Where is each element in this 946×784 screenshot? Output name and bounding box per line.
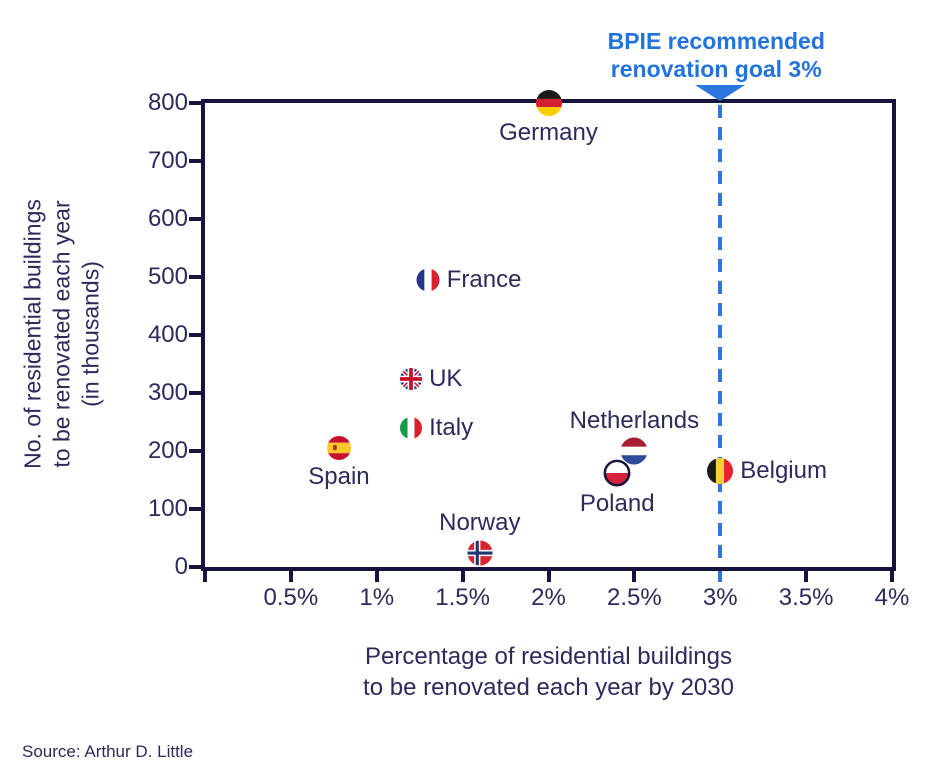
- uk-flag-icon: [400, 367, 423, 394]
- y-tick-label: 600: [147, 205, 188, 232]
- x-tick-label: 2%: [531, 584, 566, 611]
- y-tick-mark: [189, 565, 201, 569]
- x-tick-mark: [460, 571, 465, 582]
- y-tick-mark: [189, 391, 201, 395]
- x-tick-label: 3.5%: [778, 584, 834, 611]
- netherlands-flag-icon: [620, 437, 648, 469]
- y-tick-mark: [189, 449, 201, 453]
- data-point-italy: [400, 416, 423, 439]
- x-tick-label: 2.5%: [607, 584, 662, 611]
- y-tick-mark: [189, 275, 201, 279]
- germany-flag-icon: [535, 90, 562, 120]
- country-label-uk: UK: [429, 364, 463, 392]
- x-tick-mark: [718, 571, 723, 582]
- bpie-annotation: BPIE recommended renovation goal 3%: [608, 27, 825, 83]
- x-tick-mark: [288, 571, 293, 582]
- country-label-poland: Poland: [579, 489, 655, 517]
- x-axis-title: Percentage of residential buildings to b…: [363, 641, 734, 703]
- source-text: Source: Arthur D. Little: [22, 742, 194, 761]
- y-tick-label: 400: [147, 321, 188, 348]
- y-tick-label: 100: [147, 495, 188, 522]
- y-axis-title-line1: No. of residential buildings: [19, 199, 46, 469]
- x-tick-mark: [804, 571, 809, 582]
- y-tick-mark: [189, 101, 201, 105]
- country-label-italy: Italy: [429, 413, 474, 441]
- x-tick-label: 0.5%: [263, 584, 319, 611]
- y-tick-label: 800: [147, 89, 188, 116]
- y-tick-label: 500: [147, 263, 188, 290]
- reference-line: [718, 105, 723, 567]
- country-label-belgium: Belgium: [740, 457, 827, 485]
- data-point-spain: [326, 436, 351, 461]
- italy-flag-icon: [400, 416, 423, 443]
- x-tick-mark: [890, 571, 894, 582]
- x-tick-label: 3%: [702, 584, 738, 611]
- y-tick-mark: [189, 507, 201, 511]
- country-label-netherlands: Netherlands: [569, 406, 700, 434]
- country-label-norway: Norway: [439, 509, 521, 536]
- plot-area: [201, 99, 896, 571]
- data-point-uk: [400, 367, 423, 390]
- y-tick-label: 300: [147, 379, 188, 406]
- x-axis-title-line2: to be renovated each year by 2030: [363, 674, 734, 701]
- x-tick-mark: [203, 571, 207, 582]
- y-tick-mark: [189, 333, 201, 337]
- x-axis-title-line1: Percentage of residential buildings: [365, 643, 732, 670]
- bpie-annotation-line2: renovation goal 3%: [610, 56, 822, 82]
- x-tick-label: 4%: [874, 584, 910, 611]
- bpie-annotation-line1: BPIE recommended: [607, 28, 825, 54]
- x-tick-label: 1%: [359, 584, 395, 611]
- data-point-germany: [535, 90, 562, 116]
- y-tick-label: 0: [174, 553, 188, 580]
- data-point-norway: [467, 540, 493, 565]
- france-flag-icon: [416, 268, 440, 295]
- x-tick-mark: [546, 571, 551, 582]
- y-tick-label: 200: [147, 437, 188, 464]
- annotation-arrow-icon: [695, 85, 746, 101]
- y-tick-mark: [189, 217, 201, 221]
- y-tick-label: 700: [147, 147, 188, 174]
- x-tick-mark: [374, 571, 379, 582]
- data-point-poland: [603, 459, 631, 487]
- y-tick-mark: [189, 159, 201, 163]
- x-tick-label: 1.5%: [435, 584, 490, 611]
- spain-flag-icon: [326, 436, 351, 464]
- data-point-france: [416, 268, 440, 292]
- belgium-flag-icon: [707, 458, 734, 488]
- data-point-belgium: [707, 458, 734, 485]
- country-label-germany: Germany: [499, 119, 598, 146]
- data-point-netherlands: [620, 437, 648, 465]
- norway-flag-icon: [467, 540, 493, 569]
- x-tick-mark: [632, 571, 637, 582]
- poland-flag-icon: [603, 459, 631, 491]
- country-label-france: France: [446, 265, 522, 293]
- country-label-spain: Spain: [308, 463, 370, 491]
